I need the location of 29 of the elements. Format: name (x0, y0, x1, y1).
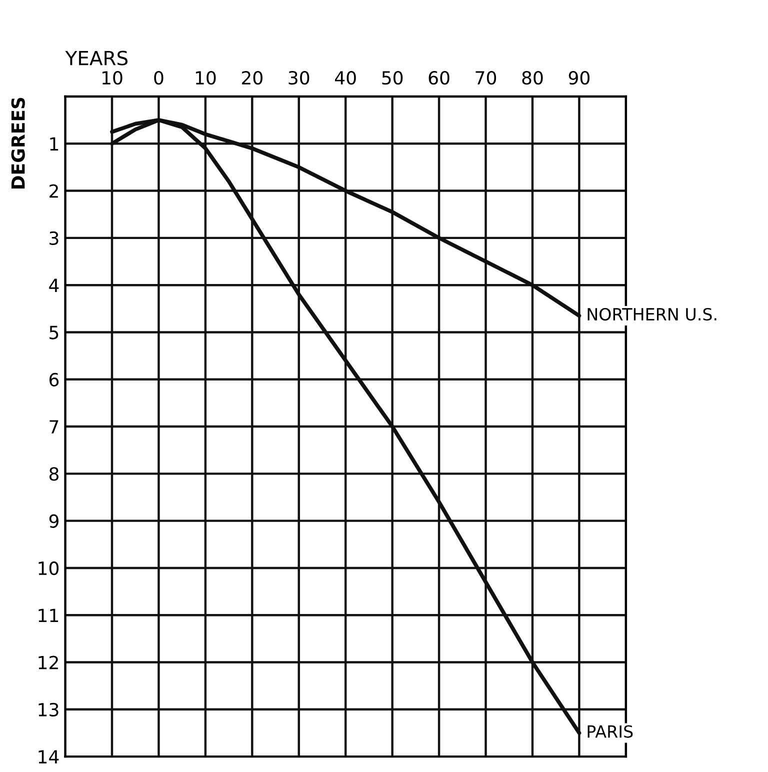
y-tick-label: 6 (50, 372, 59, 386)
y-tick-label: 12 (38, 656, 58, 670)
x-tick-label: 80 (522, 71, 543, 85)
series-label: NORTHERN U.S. (588, 308, 716, 321)
y-tick-label: 13 (38, 702, 58, 717)
x-tick-label: 70 (476, 71, 496, 85)
y-tick-label: 14 (38, 750, 59, 764)
x-tick-label: 30 (288, 71, 310, 85)
y-tick-label: 11 (38, 608, 58, 622)
y-tick-label: 1 (50, 137, 58, 151)
y-tick-label: 7 (50, 420, 58, 434)
x-tick-label: 40 (334, 71, 356, 85)
x-tick-label: 0 (154, 71, 164, 85)
y-tick-label: 5 (50, 326, 58, 340)
y-tick-label: 3 (50, 231, 58, 246)
x-axis-title: YEARS (65, 50, 128, 66)
y-tick-label: 4 (49, 278, 59, 292)
x-tick-label: 10 (196, 71, 216, 85)
y-axis-title: DEGREES (11, 98, 25, 189)
y-tick-label: 8 (49, 467, 58, 481)
x-tick-label: 50 (382, 71, 403, 85)
x-tick-label: 60 (428, 71, 450, 85)
y-tick-label: 9 (49, 514, 58, 528)
series-label: PARIS (588, 725, 633, 738)
x-tick-label: 20 (242, 71, 262, 85)
y-tick-label: 2 (50, 184, 58, 198)
x-tick-label: 90 (568, 71, 590, 85)
y-tick-label: 10 (38, 561, 59, 576)
x-tick-label: 10 (102, 71, 122, 85)
